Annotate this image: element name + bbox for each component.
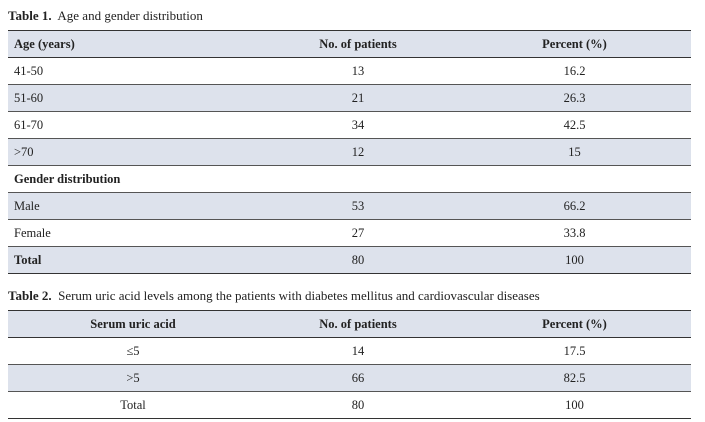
patients-cell: 53: [258, 192, 458, 220]
uric-acid-cell: >5: [8, 364, 258, 392]
uric-acid-cell: ≤5: [8, 337, 258, 365]
gender-heading-row: Gender distribution: [8, 165, 691, 193]
total-label: Total: [8, 246, 258, 274]
table-row: 61-70 34 42.5: [8, 111, 691, 139]
total-row: Total 80 100: [8, 391, 691, 419]
table1-header-row: Age (years) No. of patients Percent (%): [8, 30, 691, 58]
percent-cell: 66.2: [458, 192, 691, 220]
age-group-cell: >70: [8, 138, 258, 166]
percent-cell: 16.2: [458, 57, 691, 85]
total-label: Total: [8, 391, 258, 419]
gender-distribution-heading: Gender distribution: [8, 165, 691, 193]
table1-header-percent: Percent (%): [458, 30, 691, 58]
table-row: ≤5 14 17.5: [8, 337, 691, 365]
table1-caption-label: Table 1.: [8, 8, 52, 23]
table-row: Male 53 66.2: [8, 192, 691, 220]
gender-cell: Female: [8, 219, 258, 247]
table2-caption: Table 2. Serum uric acid levels among th…: [8, 288, 540, 304]
table-row: Female 27 33.8: [8, 219, 691, 247]
table2-caption-text: Serum uric acid levels among the patient…: [58, 288, 540, 303]
patients-cell: 80: [258, 246, 458, 274]
percent-cell: 17.5: [458, 337, 691, 365]
gender-cell: Male: [8, 192, 258, 220]
table2-caption-label: Table 2.: [8, 288, 52, 303]
table-row: >70 12 15: [8, 138, 691, 166]
percent-cell: 100: [458, 246, 691, 274]
uric-acid-table: Serum uric acid No. of patients Percent …: [8, 310, 691, 419]
table2-header-uric-acid: Serum uric acid: [8, 310, 258, 338]
table2-header-percent: Percent (%): [458, 310, 691, 338]
age-group-cell: 61-70: [8, 111, 258, 139]
patients-cell: 34: [258, 111, 458, 139]
age-gender-table: Age (years) No. of patients Percent (%) …: [8, 30, 691, 274]
table1-caption: Table 1. Age and gender distribution: [8, 8, 203, 24]
age-group-cell: 41-50: [8, 57, 258, 85]
percent-cell: 33.8: [458, 219, 691, 247]
patients-cell: 66: [258, 364, 458, 392]
patients-cell: 12: [258, 138, 458, 166]
percent-cell: 42.5: [458, 111, 691, 139]
table1-header-age: Age (years): [8, 30, 258, 58]
table1-caption-text: Age and gender distribution: [57, 8, 203, 23]
table-row: 41-50 13 16.2: [8, 57, 691, 85]
table-row: 51-60 21 26.3: [8, 84, 691, 112]
percent-cell: 26.3: [458, 84, 691, 112]
age-group-cell: 51-60: [8, 84, 258, 112]
table1-header-patients: No. of patients: [258, 30, 458, 58]
patients-cell: 13: [258, 57, 458, 85]
patients-cell: 14: [258, 337, 458, 365]
total-row: Total 80 100: [8, 246, 691, 274]
table2-header-row: Serum uric acid No. of patients Percent …: [8, 310, 691, 338]
table2-header-patients: No. of patients: [258, 310, 458, 338]
patients-cell: 21: [258, 84, 458, 112]
percent-cell: 82.5: [458, 364, 691, 392]
table-row: >5 66 82.5: [8, 364, 691, 392]
patients-cell: 80: [258, 391, 458, 419]
patients-cell: 27: [258, 219, 458, 247]
percent-cell: 100: [458, 391, 691, 419]
percent-cell: 15: [458, 138, 691, 166]
